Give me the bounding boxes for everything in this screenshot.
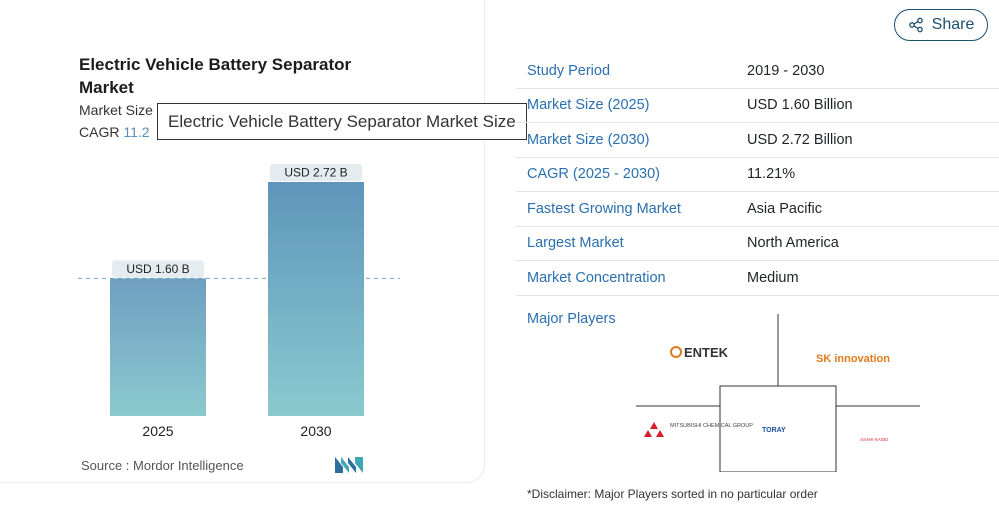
market-size-line: Market Size <box>79 102 153 118</box>
row-value: Asia Pacific <box>747 200 822 217</box>
share-button[interactable]: Share <box>894 9 988 41</box>
logo-sk: SK innovation <box>816 353 890 365</box>
asahi-kasei-logo: ASAHI KASEI <box>860 437 888 442</box>
bar-2025 <box>110 278 206 416</box>
major-players-label: Major Players <box>527 311 616 327</box>
logo-toray: TORAY <box>762 427 786 434</box>
cagr-label: CAGR <box>79 124 120 140</box>
major-players-grid: ENTEK SK innovation MITSUBISHI CHEMICAL … <box>636 314 920 472</box>
table-row: Largest Market North America <box>516 227 999 261</box>
toray-logo: TORAY <box>762 427 786 434</box>
mitsubishi-chemical-logo: MITSUBISHI CHEMICAL GROUP <box>644 422 753 437</box>
row-key: Largest Market <box>527 235 624 252</box>
category-label: 2025 <box>142 423 173 439</box>
row-key: Fastest Growing Market <box>527 200 681 217</box>
table-row: Fastest Growing Market Asia Pacific <box>516 192 999 227</box>
market-size-bar-chart: USD 1.60 B 2025 USD 2.72 B 2030 <box>78 164 400 439</box>
data-label: USD 1.60 B <box>126 262 189 276</box>
table-row: Market Size (2025) USD 1.60 Billion <box>516 89 999 123</box>
table-row: Market Size (2030) USD 2.72 Billion <box>516 123 999 158</box>
logo-asahi: ASAHI KASEI <box>860 437 888 442</box>
row-value: 2019 - 2030 <box>747 62 825 79</box>
row-value: 11.21% <box>747 166 796 183</box>
data-label: USD 2.72 B <box>284 166 347 180</box>
market-snapshot-table: Study Period 2019 - 2030 Market Size (20… <box>516 54 999 296</box>
chart-tooltip: Electric Vehicle Battery Separator Marke… <box>157 103 527 140</box>
data-label-bg <box>112 260 204 278</box>
row-value: North America <box>747 235 839 252</box>
row-key: Market Size (2025) <box>527 97 650 114</box>
row-key: Study Period <box>527 62 611 79</box>
market-summary-card: Electric Vehicle Battery Separator Marke… <box>0 0 485 483</box>
logo-entek: ENTEK <box>684 345 729 360</box>
disclaimer-text: *Disclaimer: Major Players sorted in no … <box>527 487 818 501</box>
cagr-value-partial: 11.2 <box>123 124 150 140</box>
row-value: USD 2.72 Billion <box>747 131 853 148</box>
source-text: Source : Mordor Intelligence <box>81 458 244 473</box>
category-label: 2030 <box>300 423 331 439</box>
row-key: Market Size (2030) <box>527 131 650 148</box>
sk-innovation-logo: SK innovation <box>816 353 890 365</box>
table-row: CAGR (2025 - 2030) 11.21% <box>516 158 999 192</box>
market-size-label: Market Size <box>79 102 153 118</box>
table-row: Study Period 2019 - 2030 <box>516 54 999 89</box>
logo-mitsubishi: MITSUBISHI CHEMICAL GROUP <box>670 423 753 429</box>
row-key: Market Concentration <box>527 269 666 286</box>
share-label: Share <box>931 16 975 33</box>
share-icon <box>908 17 923 33</box>
table-row: Market Concentration Medium <box>516 261 999 296</box>
row-value: USD 1.60 Billion <box>747 97 853 114</box>
mordor-intelligence-logo <box>335 457 363 473</box>
row-key: CAGR (2025 - 2030) <box>527 166 660 183</box>
row-value: Medium <box>747 269 799 286</box>
entek-logo: ENTEK <box>670 345 729 360</box>
bar-2030 <box>268 182 364 416</box>
card-title: Electric Vehicle Battery Separator Marke… <box>79 55 352 97</box>
cagr-line: CAGR 11.2 <box>79 124 150 140</box>
data-label-bg <box>270 164 362 181</box>
